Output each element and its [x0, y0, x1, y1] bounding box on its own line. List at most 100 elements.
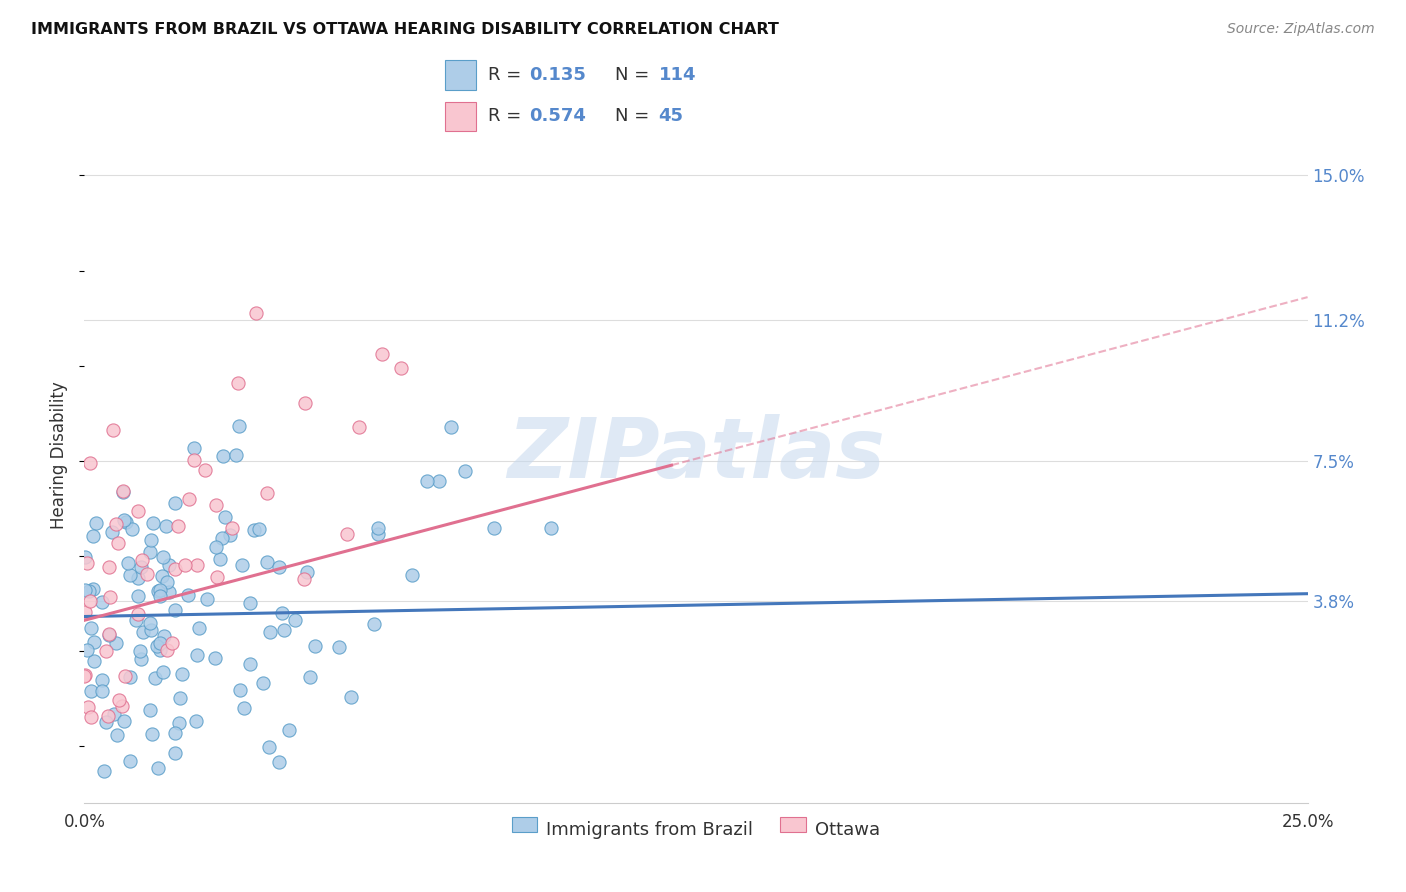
Point	[118, 670, 141, 684]
Point	[155, 519, 177, 533]
Point	[115, 516, 138, 530]
Point	[273, 623, 295, 637]
Point	[152, 665, 174, 680]
Point	[239, 596, 262, 610]
Point	[187, 621, 209, 635]
Point	[136, 566, 159, 581]
Point	[107, 536, 129, 550]
Point	[129, 644, 152, 658]
Point	[367, 521, 389, 535]
Point	[91, 683, 114, 698]
Point	[284, 613, 307, 627]
Point	[186, 558, 208, 572]
Point	[177, 491, 200, 506]
Point	[367, 526, 389, 541]
Point	[80, 710, 103, 724]
Point	[73, 669, 96, 683]
Point	[139, 616, 162, 631]
Point	[149, 582, 172, 597]
Point	[75, 668, 97, 682]
Point	[127, 571, 149, 585]
Point	[167, 716, 190, 731]
Point	[183, 441, 205, 455]
Point	[211, 531, 233, 545]
Text: 114: 114	[658, 66, 696, 84]
Point	[112, 513, 135, 527]
Point	[278, 723, 301, 738]
Point	[205, 498, 228, 512]
Point	[157, 585, 180, 599]
Point	[138, 703, 160, 717]
Point	[183, 453, 205, 467]
Point	[149, 635, 172, 649]
Point	[257, 739, 280, 754]
Point	[440, 420, 463, 434]
Point	[194, 463, 217, 477]
Point	[245, 306, 267, 320]
Point	[94, 644, 117, 658]
Point	[156, 574, 179, 589]
Point	[214, 510, 236, 524]
Point	[125, 613, 148, 627]
Point	[83, 654, 105, 668]
Point	[163, 603, 186, 617]
Point	[232, 700, 254, 714]
Point	[141, 727, 163, 741]
Point	[82, 529, 104, 543]
Point	[100, 591, 122, 605]
FancyBboxPatch shape	[446, 61, 477, 90]
Point	[105, 636, 128, 650]
Point	[197, 592, 219, 607]
Point	[93, 764, 115, 778]
Point	[186, 648, 208, 663]
Point	[239, 657, 262, 671]
Point	[298, 670, 321, 684]
Point	[304, 639, 326, 653]
Point	[295, 565, 318, 579]
Point	[121, 523, 143, 537]
Point	[150, 568, 173, 582]
Text: R =: R =	[488, 107, 527, 125]
Point	[118, 568, 141, 582]
Point	[80, 684, 103, 698]
Point	[427, 475, 450, 489]
Point	[111, 699, 134, 714]
Point	[157, 558, 180, 572]
Point	[363, 616, 385, 631]
Point	[112, 483, 135, 498]
Point	[252, 676, 274, 690]
Point	[75, 582, 97, 597]
Point	[114, 669, 136, 683]
Point	[141, 624, 163, 638]
Point	[73, 549, 96, 564]
Point	[82, 582, 104, 596]
Text: N =: N =	[616, 107, 655, 125]
Text: 0.574: 0.574	[529, 107, 585, 125]
Point	[127, 589, 149, 603]
Point	[177, 588, 200, 602]
Point	[101, 424, 124, 438]
Text: 0.135: 0.135	[529, 66, 585, 84]
Point	[152, 550, 174, 565]
Point	[98, 559, 121, 574]
Point	[76, 643, 98, 657]
Point	[112, 714, 135, 728]
Point	[90, 673, 112, 687]
Point	[83, 635, 105, 649]
Point	[212, 449, 235, 463]
Point	[294, 396, 316, 410]
Point	[97, 709, 120, 723]
Point	[219, 528, 242, 542]
Point	[117, 556, 139, 570]
Point	[221, 521, 243, 535]
Point	[79, 584, 101, 599]
Point	[76, 556, 98, 570]
Point	[370, 346, 392, 360]
Point	[79, 594, 101, 608]
Point	[146, 761, 169, 775]
Point	[132, 624, 155, 639]
Point	[96, 714, 118, 729]
Point	[79, 456, 101, 470]
Point	[484, 521, 506, 535]
Point	[90, 595, 112, 609]
